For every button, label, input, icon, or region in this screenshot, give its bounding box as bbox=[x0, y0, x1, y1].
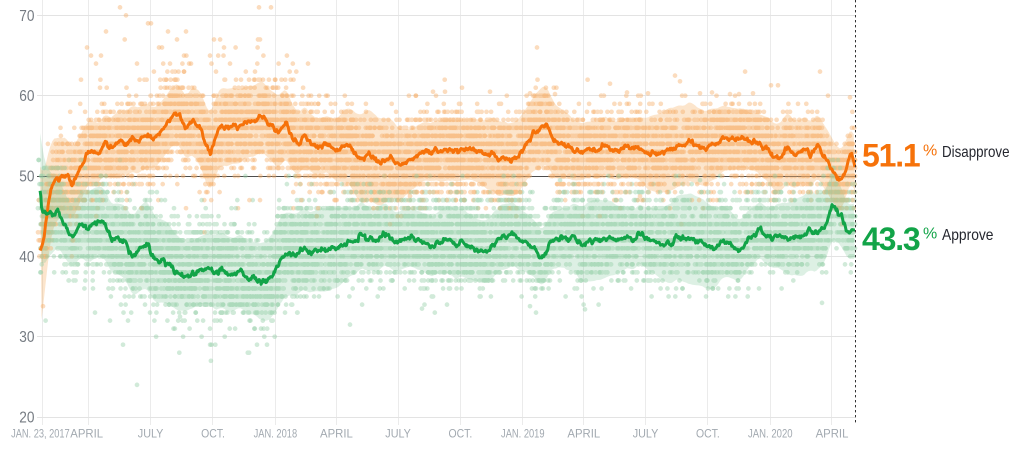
svg-text:43.3: 43.3 bbox=[862, 221, 920, 257]
svg-text:70: 70 bbox=[19, 8, 34, 25]
svg-text:JAN. 2019: JAN. 2019 bbox=[501, 429, 545, 441]
svg-text:Approve: Approve bbox=[942, 227, 994, 244]
svg-text:Disapprove: Disapprove bbox=[942, 144, 1010, 161]
svg-text:60: 60 bbox=[19, 88, 34, 105]
svg-text:JAN. 2020: JAN. 2020 bbox=[748, 429, 793, 441]
svg-text:OCT.: OCT. bbox=[201, 429, 225, 441]
svg-text:JAN. 23, 2017: JAN. 23, 2017 bbox=[11, 429, 70, 441]
svg-text:30: 30 bbox=[19, 329, 34, 346]
svg-text:JULY: JULY bbox=[385, 429, 411, 441]
svg-text:OCT.: OCT. bbox=[449, 429, 473, 441]
svg-text:APRIL: APRIL bbox=[320, 429, 353, 441]
svg-text:20: 20 bbox=[19, 410, 34, 427]
svg-text:JULY: JULY bbox=[633, 429, 659, 441]
svg-text:50: 50 bbox=[19, 169, 34, 186]
svg-text:OCT.: OCT. bbox=[696, 429, 720, 441]
svg-text:51.1: 51.1 bbox=[862, 138, 920, 174]
svg-text:JULY: JULY bbox=[138, 429, 164, 441]
svg-text:%: % bbox=[923, 143, 937, 160]
svg-text:40: 40 bbox=[19, 249, 34, 266]
svg-text:JAN. 2018: JAN. 2018 bbox=[254, 429, 298, 441]
svg-text:%: % bbox=[923, 226, 937, 243]
svg-text:APRIL: APRIL bbox=[816, 429, 849, 441]
svg-text:APRIL: APRIL bbox=[567, 429, 600, 441]
svg-text:APRIL: APRIL bbox=[70, 429, 103, 441]
